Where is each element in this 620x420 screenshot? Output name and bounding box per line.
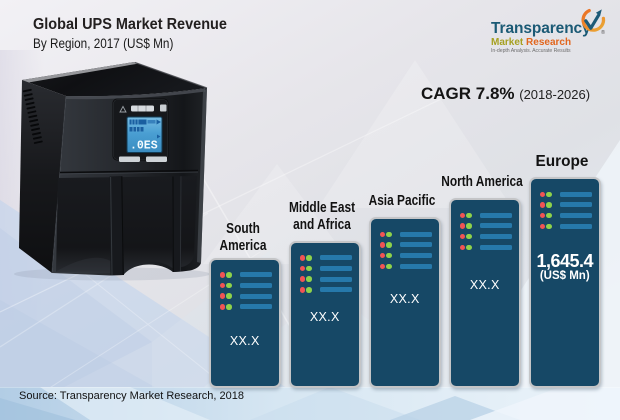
svg-text:®: ® <box>601 29 605 34</box>
svg-text:.0ES: .0ES <box>130 140 158 153</box>
